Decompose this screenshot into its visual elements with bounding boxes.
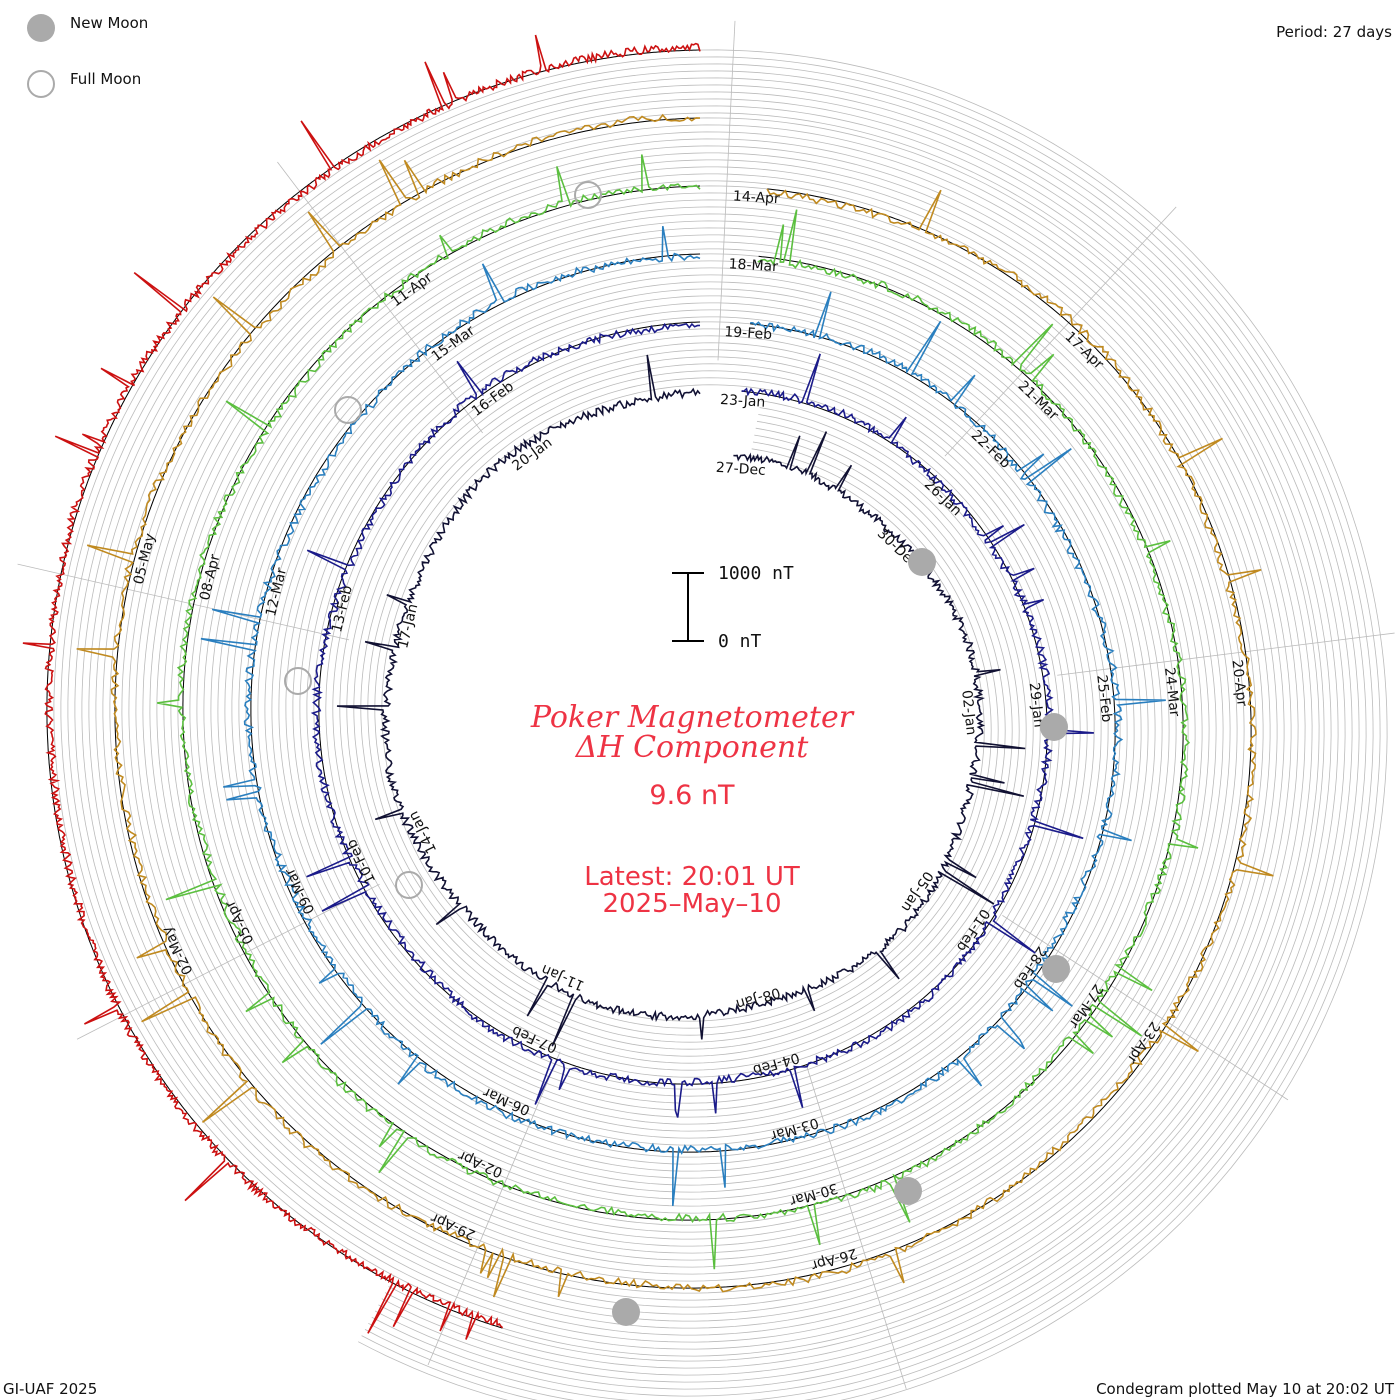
new-moon-marker <box>908 548 936 576</box>
grid-radial-line <box>805 1063 907 1390</box>
series-line <box>306 322 1094 1118</box>
grid-spiral <box>109 112 1325 1362</box>
date-tick-label: 18-Mar <box>728 256 778 275</box>
date-tick-label: 19-Feb <box>724 324 773 343</box>
grid-spiral <box>74 77 1360 1397</box>
scale-top-label: 1000 nT <box>718 563 794 584</box>
series-line <box>157 154 1199 1270</box>
grid-spiral <box>95 98 1339 1376</box>
latest-time: Latest: 20:01 UT <box>584 862 800 892</box>
date-tick-label: 20-Apr <box>1229 659 1250 708</box>
full-moon-marker <box>395 871 423 899</box>
full-moon-marker <box>574 181 602 209</box>
date-tick-label: 23-Jan <box>720 392 766 411</box>
grid-radial-line <box>277 161 483 434</box>
date-tick-label: 27-Dec <box>715 460 766 479</box>
date-tick-label: 09-Mar <box>282 865 318 916</box>
date-tick-label: 13-Feb <box>329 584 356 634</box>
grid-spiral <box>60 63 1374 1400</box>
new-moon-marker <box>1040 713 1068 741</box>
legend-new-moon-label: New Moon <box>70 14 149 32</box>
footer-credit: GI-UAF 2025 <box>3 1380 98 1398</box>
grid-radial-line <box>1002 915 1289 1101</box>
new-moon-marker <box>612 1298 640 1326</box>
date-tick-label: 08-Jan <box>734 984 782 1012</box>
grid-radial-line <box>76 883 380 1040</box>
date-tick-label: 14-Jan <box>406 808 440 856</box>
current-value: 9.6 nT <box>649 780 735 811</box>
legend-full-moon-label: Full Moon <box>70 70 142 88</box>
grid-radial-line <box>17 563 350 641</box>
full-moon-marker <box>284 667 312 695</box>
date-tick-label: 05-May <box>131 532 159 586</box>
footer-plotted-time: Condegram plotted May 10 at 20:02 UT <box>1096 1380 1394 1398</box>
series-line <box>22 34 701 1340</box>
grid-spiral <box>53 56 1381 1400</box>
date-tick-label: 25-Feb <box>1093 674 1114 723</box>
date-tick-label: 17-Jan <box>395 602 421 650</box>
chart-title-line2: ΔH Component <box>575 730 809 765</box>
new-moon-icon <box>27 14 55 42</box>
grid-spiral <box>81 84 1353 1390</box>
grid-spiral <box>88 91 1346 1383</box>
new-moon-marker <box>894 1177 922 1205</box>
scale-bottom-label: 0 nT <box>718 631 762 652</box>
grid-radial-line <box>944 206 1177 457</box>
grid-radial-line <box>1057 632 1395 676</box>
chart-title-line1: Poker Magnetometer <box>530 700 855 735</box>
grid-radial-line <box>717 20 736 361</box>
series-line <box>200 225 1166 1206</box>
full-moon-icon <box>27 70 55 98</box>
latest-date: 2025–May–10 <box>602 889 781 919</box>
grid-spiral <box>102 105 1332 1369</box>
date-tick-label: 02-Jan <box>958 689 979 736</box>
new-moon-marker <box>1042 955 1070 983</box>
date-tick-label: 14-Apr <box>732 188 780 207</box>
full-moon-marker <box>334 396 362 424</box>
grid-spiral <box>67 70 1367 1400</box>
date-tick-label: 29-Jan <box>1026 682 1047 729</box>
period-label: Period: 27 days <box>1276 23 1392 41</box>
series-line <box>76 113 1274 1298</box>
series-baseline <box>114 117 1252 1289</box>
series-line <box>336 354 1026 1047</box>
date-tick-label: 24-Mar <box>1161 667 1182 718</box>
